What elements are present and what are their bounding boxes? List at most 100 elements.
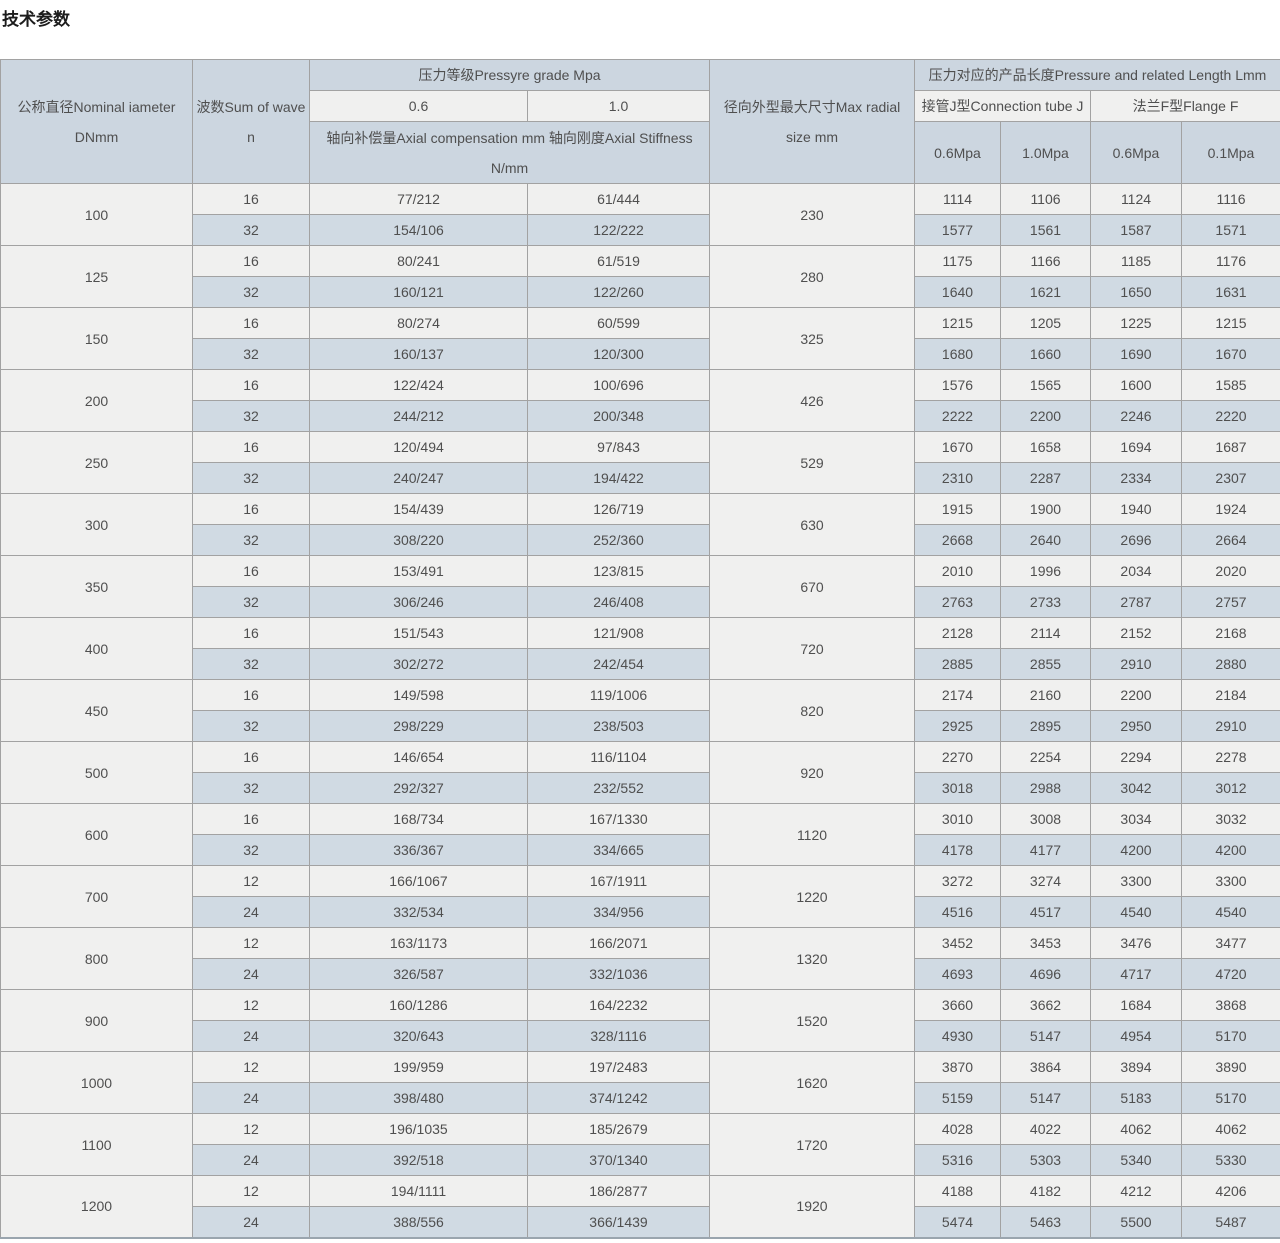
dn-cell: 400 bbox=[0, 617, 193, 680]
axial-10-cell: 121/908 bbox=[527, 617, 710, 649]
tube-10mpa-cell: 1900 bbox=[1000, 493, 1091, 525]
axial-06-cell: 306/246 bbox=[309, 586, 528, 618]
flange-01mpa-cell: 2664 bbox=[1181, 524, 1280, 556]
header-j-06mpa: 0.6Mpa bbox=[914, 121, 1001, 184]
tube-10mpa-cell: 4696 bbox=[1000, 958, 1091, 990]
tube-06mpa-cell: 4930 bbox=[914, 1020, 1001, 1052]
wave-count-cell: 16 bbox=[192, 183, 310, 215]
max-radial-cell: 670 bbox=[709, 555, 915, 618]
table-row: 300 16 154/439 126/719 630 1915 1900 1940 1924 bbox=[0, 493, 1280, 556]
table-row: 32 292/327 232/552 3018 2988 3042 3012 bbox=[1, 772, 1280, 804]
flange-06mpa-cell: 4062 bbox=[1090, 1113, 1182, 1145]
wave-count-cell: 32 bbox=[192, 772, 310, 804]
axial-06-cell: 160/1286 bbox=[309, 989, 528, 1021]
tube-10mpa-cell: 4517 bbox=[1000, 896, 1091, 928]
tube-10mpa-cell: 3662 bbox=[1000, 989, 1091, 1021]
flange-01mpa-cell: 2278 bbox=[1181, 741, 1280, 773]
axial-06-cell: 292/327 bbox=[309, 772, 528, 804]
tube-10mpa-cell: 3008 bbox=[1000, 803, 1091, 835]
tube-06mpa-cell: 1577 bbox=[914, 214, 1001, 246]
flange-06mpa-cell: 5500 bbox=[1090, 1206, 1182, 1238]
header-grade-10: 1.0 bbox=[527, 90, 710, 122]
header-pressure-length: 压力对应的产品长度Pressure and related Length Lmm bbox=[914, 59, 1280, 91]
tube-10mpa-cell: 1565 bbox=[1000, 369, 1091, 401]
wave-count-cell: 16 bbox=[192, 245, 310, 277]
axial-06-cell: 160/121 bbox=[309, 276, 528, 308]
tube-06mpa-cell: 4693 bbox=[914, 958, 1001, 990]
wave-count-cell: 24 bbox=[192, 896, 310, 928]
table-row: 32 308/220 252/360 2668 2640 2696 2664 bbox=[1, 524, 1280, 556]
axial-06-cell: 298/229 bbox=[309, 710, 528, 742]
flange-06mpa-cell: 2152 bbox=[1090, 617, 1182, 649]
flange-01mpa-cell: 5170 bbox=[1181, 1020, 1280, 1052]
flange-06mpa-cell: 3034 bbox=[1090, 803, 1182, 835]
axial-10-cell: 61/519 bbox=[527, 245, 710, 277]
axial-10-cell: 194/422 bbox=[527, 462, 710, 494]
axial-06-cell: 146/654 bbox=[309, 741, 528, 773]
flange-06mpa-cell: 2034 bbox=[1090, 555, 1182, 587]
tube-06mpa-cell: 4028 bbox=[914, 1113, 1001, 1145]
dn-cell: 500 bbox=[0, 741, 193, 804]
tube-10mpa-cell: 2114 bbox=[1000, 617, 1091, 649]
flange-06mpa-cell: 1185 bbox=[1090, 245, 1182, 277]
wave-count-cell: 24 bbox=[192, 1020, 310, 1052]
wave-count-cell: 12 bbox=[192, 1113, 310, 1145]
flange-01mpa-cell: 4062 bbox=[1181, 1113, 1280, 1145]
axial-10-cell: 126/719 bbox=[527, 493, 710, 525]
axial-06-cell: 392/518 bbox=[309, 1144, 528, 1176]
axial-10-cell: 238/503 bbox=[527, 710, 710, 742]
tube-10mpa-cell: 3274 bbox=[1000, 865, 1091, 897]
header-f-06mpa: 0.6Mpa bbox=[1090, 121, 1182, 184]
tube-10mpa-cell: 2160 bbox=[1000, 679, 1091, 711]
max-radial-cell: 630 bbox=[709, 493, 915, 556]
axial-06-cell: 80/274 bbox=[309, 307, 528, 339]
flange-06mpa-cell: 3894 bbox=[1090, 1051, 1182, 1083]
wave-count-cell: 12 bbox=[192, 989, 310, 1021]
axial-10-cell: 366/1439 bbox=[527, 1206, 710, 1238]
flange-06mpa-cell: 5340 bbox=[1090, 1144, 1182, 1176]
flange-06mpa-cell: 4200 bbox=[1090, 834, 1182, 866]
flange-01mpa-cell: 3032 bbox=[1181, 803, 1280, 835]
flange-06mpa-cell: 2696 bbox=[1090, 524, 1182, 556]
flange-06mpa-cell: 2294 bbox=[1090, 741, 1182, 773]
axial-06-cell: 196/1035 bbox=[309, 1113, 528, 1145]
wave-count-cell: 24 bbox=[192, 1144, 310, 1176]
tube-06mpa-cell: 2128 bbox=[914, 617, 1001, 649]
table-row: 32 160/121 122/260 1640 1621 1650 1631 bbox=[1, 276, 1280, 308]
wave-count-cell: 32 bbox=[192, 400, 310, 432]
header-j-10mpa: 1.0Mpa bbox=[1000, 121, 1091, 184]
flange-01mpa-cell: 1571 bbox=[1181, 214, 1280, 246]
wave-count-cell: 12 bbox=[192, 927, 310, 959]
wave-count-cell: 32 bbox=[192, 338, 310, 370]
table-row: 32 302/272 242/454 2885 2855 2910 2880 bbox=[1, 648, 1280, 680]
axial-06-cell: 154/439 bbox=[309, 493, 528, 525]
wave-count-cell: 32 bbox=[192, 462, 310, 494]
tube-10mpa-cell: 1106 bbox=[1000, 183, 1091, 215]
flange-06mpa-cell: 4212 bbox=[1090, 1175, 1182, 1207]
flange-01mpa-cell: 4540 bbox=[1181, 896, 1280, 928]
flange-01mpa-cell: 2307 bbox=[1181, 462, 1280, 494]
flange-01mpa-cell: 3890 bbox=[1181, 1051, 1280, 1083]
table-row: 24 326/587 332/1036 4693 4696 4717 4720 bbox=[1, 958, 1280, 990]
dn-cell: 600 bbox=[0, 803, 193, 866]
tube-10mpa-cell: 1996 bbox=[1000, 555, 1091, 587]
axial-10-cell: 60/599 bbox=[527, 307, 710, 339]
tube-06mpa-cell: 1215 bbox=[914, 307, 1001, 339]
dn-cell: 350 bbox=[0, 555, 193, 618]
dn-cell: 1000 bbox=[0, 1051, 193, 1114]
dn-cell: 125 bbox=[0, 245, 193, 308]
tube-06mpa-cell: 1640 bbox=[914, 276, 1001, 308]
technical-parameters-table: 公称直径Nominal iameter DNmm 波数Sum of wave n… bbox=[0, 59, 1280, 1239]
wave-count-cell: 32 bbox=[192, 524, 310, 556]
tube-06mpa-cell: 4188 bbox=[914, 1175, 1001, 1207]
table-row: 350 16 153/491 123/815 670 2010 1996 2034 2020 bbox=[0, 555, 1280, 618]
flange-06mpa-cell: 1124 bbox=[1090, 183, 1182, 215]
max-radial-cell: 230 bbox=[709, 183, 915, 246]
flange-01mpa-cell: 1176 bbox=[1181, 245, 1280, 277]
dn-cell: 700 bbox=[0, 865, 193, 928]
table-row: 24 320/643 328/1116 4930 5147 4954 5170 bbox=[1, 1020, 1280, 1052]
axial-06-cell: 240/247 bbox=[309, 462, 528, 494]
header-grade-06: 0.6 bbox=[309, 90, 528, 122]
tube-06mpa-cell: 4516 bbox=[914, 896, 1001, 928]
wave-count-cell: 16 bbox=[192, 431, 310, 463]
